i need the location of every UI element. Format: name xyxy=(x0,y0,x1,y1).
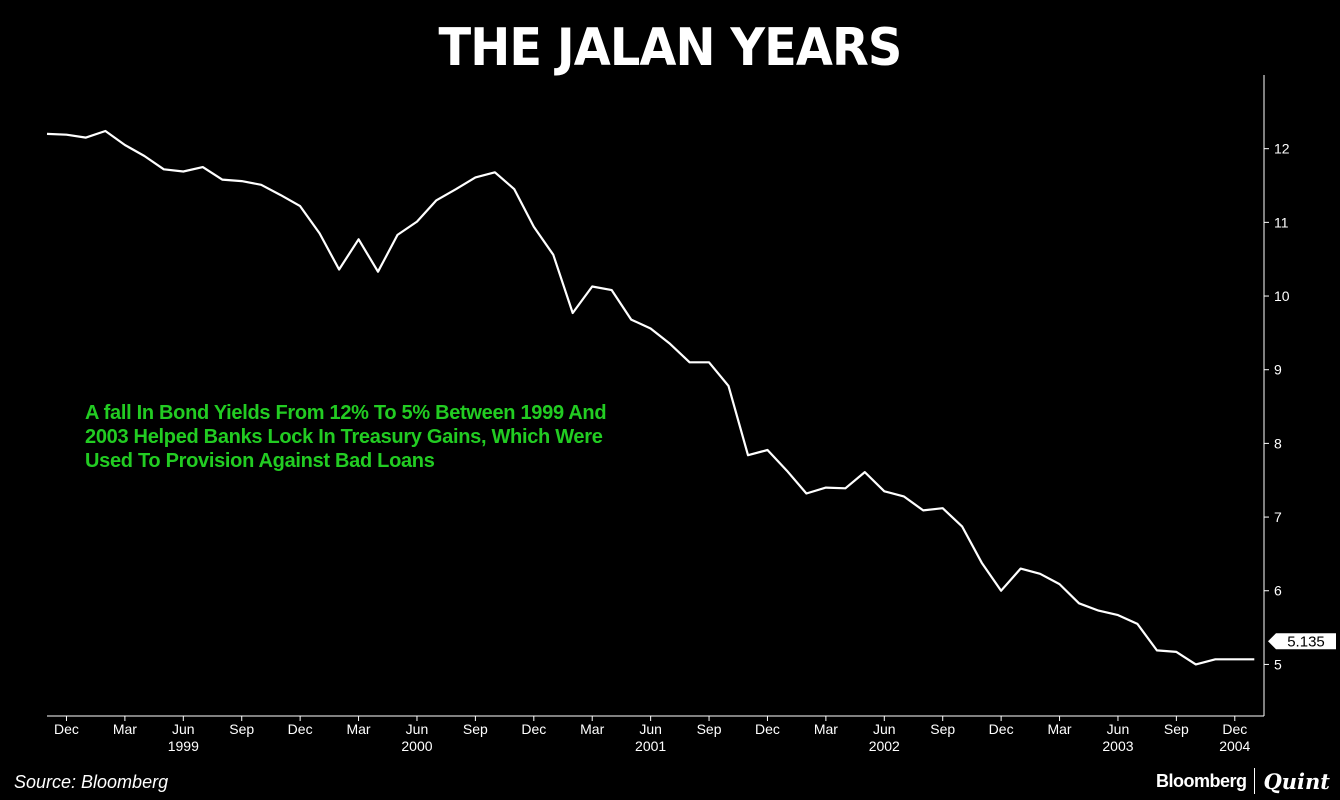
x-tick-label: Mar xyxy=(346,721,370,737)
x-tick-label: Mar xyxy=(1047,721,1071,737)
series-line xyxy=(46,129,1255,666)
y-tick-label: 5 xyxy=(1274,656,1282,672)
y-tick-label: 12 xyxy=(1274,141,1290,157)
x-tick-label: Dec xyxy=(288,721,313,737)
x-year-label: 2004 xyxy=(1219,738,1250,754)
brand-logo: Bloomberg Quint xyxy=(1156,766,1330,796)
x-year-label: 2000 xyxy=(401,738,432,754)
x-tick-label: Jun xyxy=(172,721,195,737)
x-tick-label: Jun xyxy=(1107,721,1130,737)
chart-title: THE JALAN YEARS xyxy=(438,18,903,78)
x-tick-label: Sep xyxy=(463,721,488,737)
y-tick-label: 6 xyxy=(1274,583,1282,599)
x-tick-label: Sep xyxy=(930,721,955,737)
x-tick-label: Jun xyxy=(639,721,662,737)
x-year-label: 2003 xyxy=(1102,738,1133,754)
x-year-label: 2001 xyxy=(635,738,666,754)
brand-divider xyxy=(1254,768,1256,794)
x-tick-label: Dec xyxy=(1222,721,1247,737)
chart-annotation: A fall In Bond Yields From 12% To 5% Bet… xyxy=(85,402,607,472)
last-value-badge xyxy=(1268,633,1336,650)
brand-name-quint: Quint xyxy=(1263,768,1330,794)
y-tick-label: 7 xyxy=(1274,509,1282,525)
x-year-label: 1999 xyxy=(168,738,199,754)
x-tick-label: Sep xyxy=(229,721,254,737)
x-tick-label: Mar xyxy=(814,721,838,737)
x-tick-label: Dec xyxy=(54,721,79,737)
x-tick-label: Sep xyxy=(697,721,722,737)
x-tick-label: Jun xyxy=(873,721,896,737)
y-tick-label: 8 xyxy=(1274,435,1282,451)
brand-name-bloomberg: Bloomberg xyxy=(1155,770,1247,791)
x-tick-label: Dec xyxy=(521,721,546,737)
y-tick-label: 10 xyxy=(1274,288,1290,304)
x-tick-label: Jun xyxy=(406,721,429,737)
y-tick-label: 9 xyxy=(1274,362,1282,378)
y-tick-label: 11 xyxy=(1274,214,1289,230)
x-tick-label: Sep xyxy=(1164,721,1189,737)
x-tick-label: Dec xyxy=(989,721,1014,737)
x-tick-label: Mar xyxy=(113,721,137,737)
source-note: Source: Bloomberg xyxy=(14,772,169,792)
x-tick-label: Dec xyxy=(755,721,780,737)
last-value-label: 5.135 xyxy=(1287,633,1325,650)
x-year-label: 2002 xyxy=(869,738,900,754)
x-tick-label: Mar xyxy=(580,721,604,737)
